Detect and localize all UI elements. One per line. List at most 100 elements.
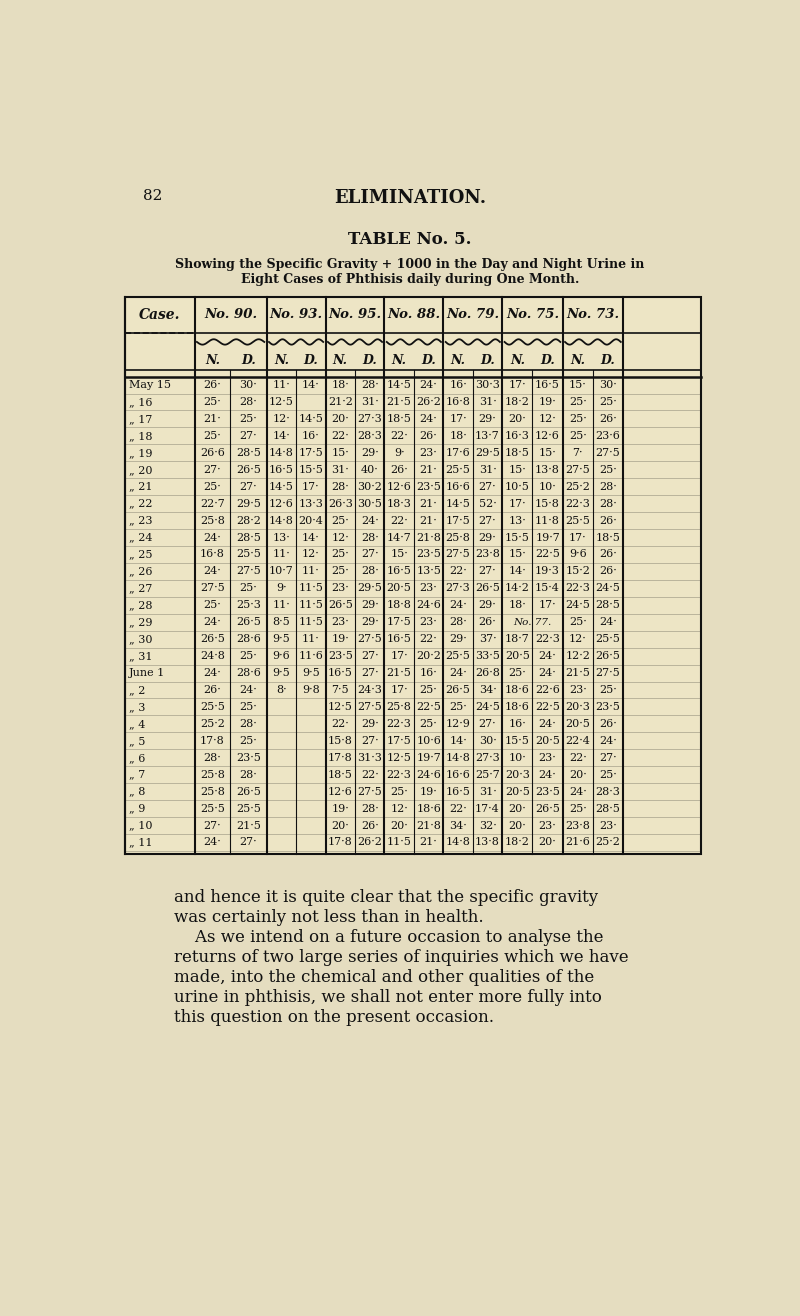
Text: 25·: 25· <box>203 430 222 441</box>
Text: 27·: 27· <box>361 736 378 746</box>
Text: Showing the Specific Gravity + 1000 in the Day and Night Urine in: Showing the Specific Gravity + 1000 in t… <box>175 258 645 271</box>
Text: 26·5: 26·5 <box>328 600 353 611</box>
Text: 26·: 26· <box>599 415 617 424</box>
Text: 16·5: 16·5 <box>535 380 560 390</box>
Text: 14·8: 14·8 <box>269 447 294 458</box>
Text: As we intend on a future occasion to analyse the: As we intend on a future occasion to ana… <box>174 929 603 946</box>
Text: 18·7: 18·7 <box>505 634 530 644</box>
Text: 26·: 26· <box>599 566 617 576</box>
Text: 26·6: 26·6 <box>200 447 225 458</box>
Text: 12·6: 12·6 <box>535 430 560 441</box>
Text: 23·: 23· <box>420 447 438 458</box>
Text: N.: N. <box>333 354 348 367</box>
Text: 15·: 15· <box>538 447 557 458</box>
Text: 25·5: 25·5 <box>446 651 470 661</box>
Text: 14·: 14· <box>302 533 320 542</box>
Text: 28·: 28· <box>361 566 378 576</box>
Text: 32·: 32· <box>478 820 496 830</box>
Text: 26·: 26· <box>203 380 222 390</box>
Text: 11·5: 11·5 <box>298 617 323 628</box>
Text: 28·: 28· <box>203 753 222 763</box>
Text: 24·: 24· <box>203 617 222 628</box>
Text: 17·6: 17·6 <box>446 447 470 458</box>
Text: 9·5: 9·5 <box>273 634 290 644</box>
Text: 16·5: 16·5 <box>386 566 411 576</box>
Text: 24·: 24· <box>203 533 222 542</box>
Text: 24·: 24· <box>569 787 586 796</box>
Text: D.: D. <box>422 354 436 367</box>
Text: 12·2: 12·2 <box>566 651 590 661</box>
Text: 14·5: 14·5 <box>446 499 470 509</box>
Text: 20·: 20· <box>509 415 526 424</box>
Text: 82: 82 <box>142 188 162 203</box>
Text: 25·: 25· <box>239 583 258 594</box>
Text: N.: N. <box>570 354 586 367</box>
Text: 29·: 29· <box>478 533 496 542</box>
Text: 22·: 22· <box>390 516 408 525</box>
Text: 22·4: 22·4 <box>566 736 590 746</box>
Text: 27·5: 27·5 <box>236 566 261 576</box>
Text: 16·8: 16·8 <box>446 397 470 407</box>
Text: 26·: 26· <box>599 719 617 729</box>
Text: 27·: 27· <box>599 753 617 763</box>
Text: 27·: 27· <box>240 837 258 848</box>
Text: 11·: 11· <box>302 566 320 576</box>
Text: „ 21: „ 21 <box>129 482 152 492</box>
Text: 24·: 24· <box>538 651 557 661</box>
Text: 16·8: 16·8 <box>200 550 225 559</box>
Text: D.: D. <box>241 354 256 367</box>
Text: 25·: 25· <box>569 397 586 407</box>
Text: 24·: 24· <box>203 837 222 848</box>
Text: 11·: 11· <box>273 380 290 390</box>
Text: 17·5: 17·5 <box>386 736 411 746</box>
Text: 19·7: 19·7 <box>535 533 560 542</box>
Text: „ 27: „ 27 <box>129 583 152 594</box>
Text: 19·: 19· <box>420 787 438 796</box>
Text: 24·: 24· <box>538 669 557 678</box>
Text: 14·7: 14·7 <box>386 533 411 542</box>
Text: 27·5: 27·5 <box>566 465 590 475</box>
Text: 23·: 23· <box>331 617 349 628</box>
Text: 17·: 17· <box>509 380 526 390</box>
Text: 20·5: 20·5 <box>535 736 560 746</box>
Text: 22·: 22· <box>361 770 378 779</box>
Text: 25·: 25· <box>239 736 258 746</box>
Text: 16·: 16· <box>302 430 320 441</box>
Text: 15·8: 15·8 <box>328 736 353 746</box>
Text: 28·: 28· <box>239 719 258 729</box>
Text: May 15: May 15 <box>129 380 170 390</box>
Text: 27·3: 27·3 <box>446 583 470 594</box>
Text: 29·: 29· <box>361 617 378 628</box>
Text: 18·5: 18·5 <box>328 770 353 779</box>
Text: No. 75.: No. 75. <box>506 308 559 321</box>
Text: 16·3: 16·3 <box>505 430 530 441</box>
Text: 12·6: 12·6 <box>328 787 353 796</box>
Text: 25·: 25· <box>331 516 349 525</box>
Text: 18·3: 18·3 <box>386 499 411 509</box>
Text: „ 28: „ 28 <box>129 600 152 611</box>
Text: 15·2: 15·2 <box>566 566 590 576</box>
Text: 27·: 27· <box>203 820 221 830</box>
Text: 26·5: 26·5 <box>475 583 500 594</box>
Text: 16·: 16· <box>509 719 526 729</box>
Text: 26·: 26· <box>478 617 496 628</box>
Text: 25·8: 25·8 <box>200 770 225 779</box>
Text: 24·8: 24·8 <box>200 651 225 661</box>
Text: 25·: 25· <box>420 719 438 729</box>
Text: 9·: 9· <box>276 583 286 594</box>
Text: 12·: 12· <box>273 415 290 424</box>
Text: 24·: 24· <box>203 669 222 678</box>
Text: 17·8: 17·8 <box>200 736 225 746</box>
Text: 13·8: 13·8 <box>475 837 500 848</box>
Text: 21·8: 21·8 <box>416 820 441 830</box>
Text: 29·5: 29·5 <box>475 447 500 458</box>
Text: 10·6: 10·6 <box>416 736 441 746</box>
Text: 25·: 25· <box>569 430 586 441</box>
Text: „ 10: „ 10 <box>129 820 152 830</box>
Text: 25·3: 25·3 <box>236 600 261 611</box>
Text: 24·: 24· <box>239 686 258 695</box>
Text: 25·: 25· <box>420 686 438 695</box>
Text: 25·8: 25·8 <box>200 516 225 525</box>
Text: 14·8: 14·8 <box>446 837 470 848</box>
Text: Case.: Case. <box>139 308 181 322</box>
